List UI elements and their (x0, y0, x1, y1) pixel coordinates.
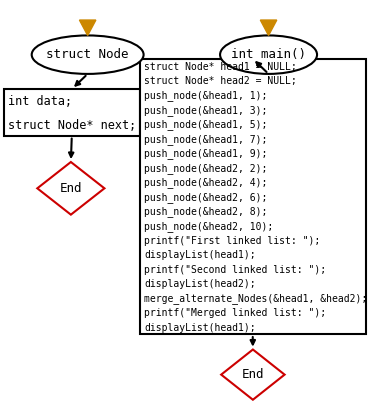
Text: printf("Second linked list: ");: printf("Second linked list: "); (144, 264, 326, 275)
Text: push_node(&head1, 7);: push_node(&head1, 7); (144, 134, 268, 145)
Text: End: End (242, 368, 264, 381)
Ellipse shape (220, 36, 317, 74)
Bar (140, 59, 366, 334)
Text: push_node(&head1, 1);: push_node(&head1, 1); (144, 90, 268, 101)
Text: printf("Merged linked list: ");: printf("Merged linked list: "); (144, 308, 326, 318)
Text: int main(): int main() (231, 48, 306, 61)
Text: push_node(&head2, 2);: push_node(&head2, 2); (144, 163, 268, 174)
Text: struct Node: struct Node (46, 48, 129, 61)
Text: displayList(head1);: displayList(head1); (144, 323, 256, 333)
Text: push_node(&head2, 4);: push_node(&head2, 4); (144, 177, 268, 188)
Text: int data;: int data; (8, 96, 72, 109)
Bar (4, 89, 140, 136)
Text: struct Node* head1 = NULL;: struct Node* head1 = NULL; (144, 62, 297, 72)
Text: push_node(&head2, 6);: push_node(&head2, 6); (144, 192, 268, 202)
Polygon shape (37, 162, 104, 215)
Text: displayList(head2);: displayList(head2); (144, 279, 256, 289)
Text: displayList(head1);: displayList(head1); (144, 250, 256, 260)
Text: struct Node* head2 = NULL;: struct Node* head2 = NULL; (144, 76, 297, 86)
Text: struct Node* next;: struct Node* next; (8, 119, 137, 132)
Text: End: End (60, 182, 82, 195)
Text: push_node(&head2, 10);: push_node(&head2, 10); (144, 221, 274, 232)
Text: push_node(&head1, 5);: push_node(&head1, 5); (144, 119, 268, 130)
Text: push_node(&head2, 8);: push_node(&head2, 8); (144, 206, 268, 217)
Text: printf("First linked list: ");: printf("First linked list: "); (144, 236, 321, 246)
Polygon shape (221, 350, 285, 400)
Text: merge_alternate_Nodes(&head1, &head2);: merge_alternate_Nodes(&head1, &head2); (144, 293, 368, 304)
Polygon shape (260, 20, 277, 36)
Text: push_node(&head1, 9);: push_node(&head1, 9); (144, 148, 268, 159)
Ellipse shape (32, 36, 144, 74)
Polygon shape (79, 20, 96, 36)
Text: push_node(&head1, 3);: push_node(&head1, 3); (144, 105, 268, 116)
